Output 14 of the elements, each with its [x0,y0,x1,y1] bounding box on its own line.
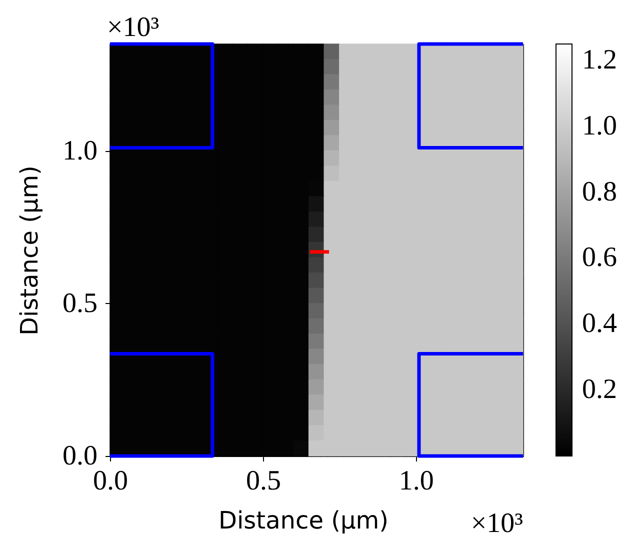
color-bar-label: 0.2 [582,374,617,406]
y-tick-label: 0.5 [62,288,98,319]
y-tick-label: 1.0 [62,135,98,166]
color-bar-label: 0.8 [582,176,617,208]
x-axis-title: Distance (μm) [218,506,388,534]
color-bar-label: 1.2 [582,44,617,76]
color-bar-label: 0.6 [582,242,617,274]
color-bar-label: 1.0 [582,110,617,142]
y-axis-title: Distance (μm) [16,166,44,336]
text: ×10³ [107,12,160,43]
text: ×10³ [470,508,523,539]
color-bar-label: 0.4 [582,308,617,340]
x-tick-label: 1.0 [398,466,434,496]
x-tick-label: 0.5 [246,466,281,496]
